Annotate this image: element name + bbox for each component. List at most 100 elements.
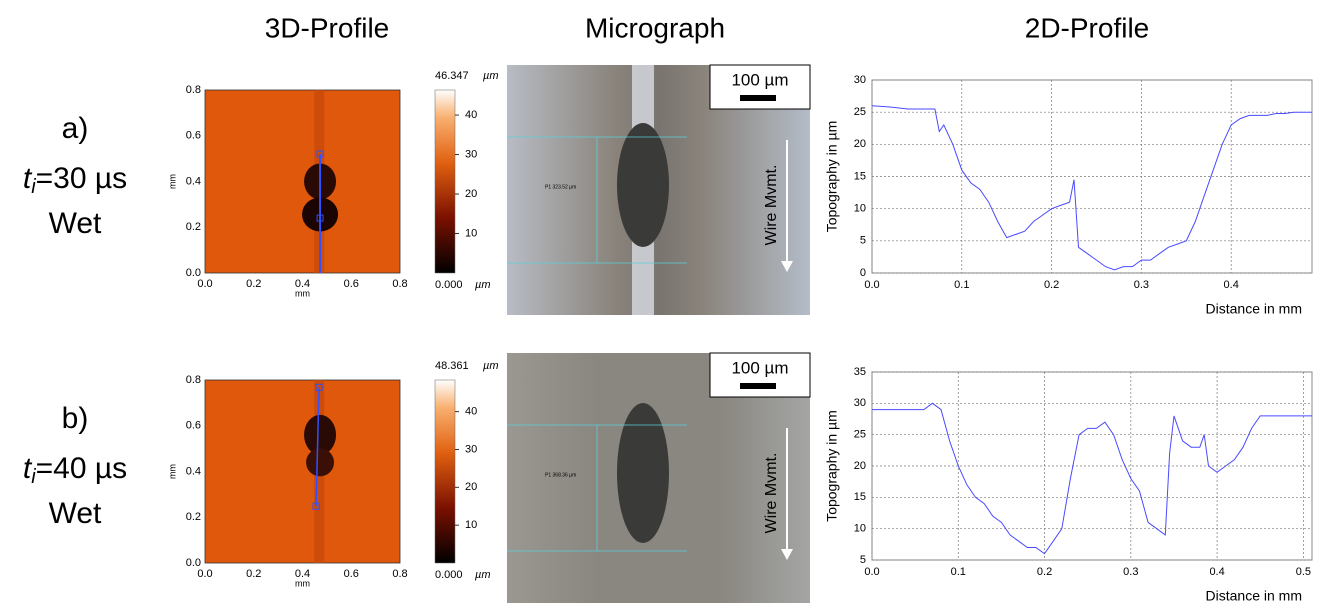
heatmap-x-label: mm [295,288,310,298]
heatmap-y-tick: 0.8 [186,374,201,386]
heatmap-y-tick: 0.4 [186,465,201,477]
x-axis-label: Distance in mm [1206,588,1302,604]
x-tick-label: 0.2 [1037,566,1052,578]
heatmap-y-tick: 0.2 [186,511,201,523]
x-tick-label: 0.5 [1296,566,1311,578]
time-sub: i [31,466,36,488]
x-axis-label: Distance in mm [1206,301,1302,317]
y-tick-label: 0 [860,267,866,279]
heatmap-x-tick: 0.2 [246,278,261,290]
row-condition: Wet [49,207,102,240]
colorbar-min: 0.000 [435,569,463,581]
heatmap-x-tick: 0.6 [344,278,359,290]
y-tick-label: 25 [854,429,866,441]
heatmap-x-tick: 0.0 [197,278,212,290]
row-time: ti=40 µs [23,452,127,488]
crater [306,448,335,477]
colorbar-unit: µm [483,70,499,82]
x-tick-label: 0.0 [864,279,879,291]
scale-box [709,64,811,110]
y-axis-label: Topography in µm [824,410,840,522]
heatmap-bg [204,379,401,564]
heatmap-y-tick: 0.0 [186,267,201,279]
x-tick-label: 0.3 [1123,566,1138,578]
x-tick-label: 0.3 [1134,279,1149,291]
x-tick-label: 0.0 [864,566,879,578]
x-tick-label: 0.1 [951,566,966,578]
heatmap-x-tick: 0.4 [295,568,310,580]
heatmap-y-label: mm [167,464,177,479]
measure-label: P1 368.36 µm [545,472,576,478]
heatmap-x-label: mm [295,578,310,588]
colorbar-tick-label: 10 [465,227,477,239]
row-label: b) [62,402,89,435]
scale-label: 100 µm [731,358,788,377]
scale-box [709,352,811,398]
column-header: 2D-Profile [1025,12,1149,43]
heatmap-y-tick: 0.8 [186,84,201,96]
heatmap-y-tick: 0.4 [186,175,201,187]
time-sub: i [31,176,36,198]
y-tick-label: 25 [854,106,866,118]
heatmap-x-tick: 0.4 [295,278,310,290]
column-header: Micrograph [585,12,725,43]
y-tick-label: 15 [854,170,866,182]
y-tick-label: 35 [854,366,866,378]
heatmap-y-tick: 0.0 [186,557,201,569]
colorbar-unit: µm [483,360,499,372]
column-header: 3D-Profile [265,12,389,43]
heatmap-y-tick: 0.6 [186,420,201,432]
heatmap-x-tick: 0.8 [392,278,407,290]
direction-label: Wire Mvmt. [763,453,780,534]
scale-bar [740,95,776,101]
y-tick-label: 20 [854,138,866,150]
heatmap-y-label: mm [167,174,177,189]
colorbar-tick-label: 10 [465,519,477,531]
colorbar [434,89,456,274]
colorbar-max: 48.361 [435,360,469,372]
profile-marker [315,383,323,391]
profile-marker [316,150,324,158]
time-var: t [23,162,33,195]
colorbar-tick-label: 20 [465,188,477,200]
row-label: a) [62,112,89,145]
y-tick-label: 30 [854,397,866,409]
y-tick-label: 5 [860,235,866,247]
crater-image [617,403,669,543]
colorbar [434,379,456,564]
heatmap-x-tick: 0.6 [344,568,359,580]
colorbar-max: 46.347 [435,70,469,82]
profile-marker [316,214,324,222]
direction-label: Wire Mvmt. [763,165,780,246]
x-tick-label: 0.2 [1044,279,1059,291]
heatmap-bg [204,89,401,274]
heatmap-y-tick: 0.6 [186,130,201,142]
colorbar-unit: µm [475,569,491,581]
scale-label: 100 µm [731,70,788,89]
colorbar-tick-label: 30 [465,148,477,160]
colorbar-min: 0.000 [435,279,463,291]
colorbar-unit: µm [475,279,491,291]
heatmap-x-tick: 0.8 [392,568,407,580]
time-rest: =40 µs [36,452,128,485]
heatmap-y-tick: 0.2 [186,221,201,233]
colorbar-tick-label: 20 [465,481,477,493]
colorbar-tick-label: 30 [465,443,477,455]
measure-label: P1 323.52 µm [545,184,576,190]
direction-arrowhead [781,261,793,272]
y-tick-label: 10 [854,203,866,215]
time-rest: =30 µs [36,162,128,195]
x-tick-label: 0.4 [1224,279,1239,291]
y-tick-label: 30 [854,74,866,86]
profile-line [315,387,320,507]
x-tick-label: 0.4 [1209,566,1224,578]
profile-curve [872,402,1312,555]
y-tick-label: 15 [854,491,866,503]
colorbar-tick-label: 40 [465,109,477,121]
heatmap-x-tick: 0.2 [246,568,261,580]
direction-arrowhead [781,549,793,560]
y-tick-label: 10 [854,523,866,535]
row-condition: Wet [49,497,102,530]
y-tick-label: 20 [854,460,866,472]
